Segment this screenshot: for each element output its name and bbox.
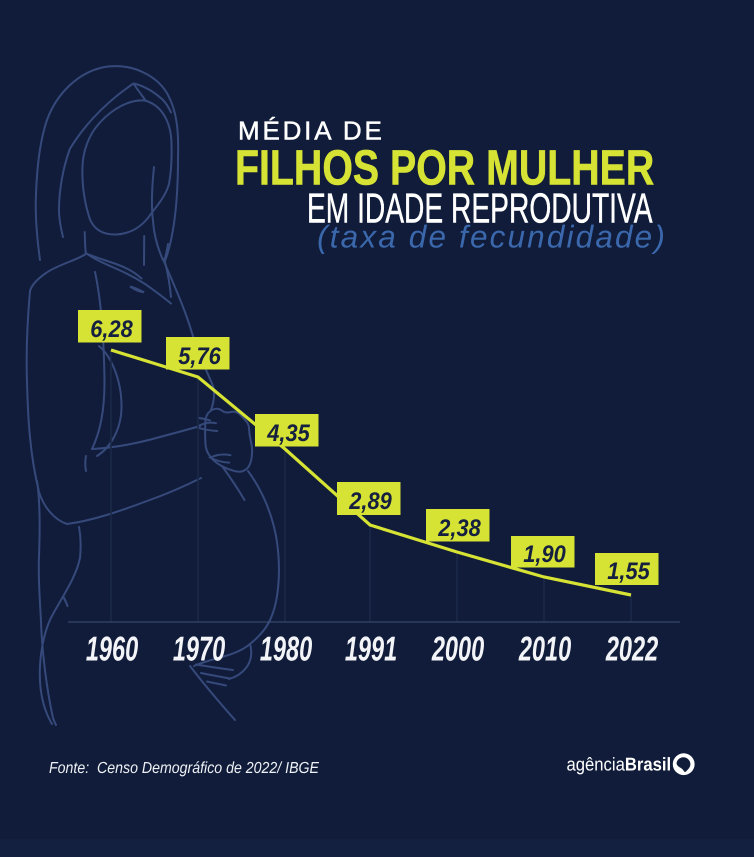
svg-text:FILHOS POR MULHER: FILHOS POR MULHER xyxy=(235,141,654,196)
svg-text:Fonte: Censo Demográfico de 2: Fonte: Censo Demográfico de 2022/ IBGE xyxy=(49,760,319,777)
svg-text:5,76: 5,76 xyxy=(178,343,221,370)
svg-text:2010: 2010 xyxy=(518,631,571,669)
svg-text:agênciaBrasil: agênciaBrasil xyxy=(567,754,672,775)
svg-text:2,38: 2,38 xyxy=(437,515,481,542)
svg-text:1,90: 1,90 xyxy=(523,541,566,568)
svg-text:6,28: 6,28 xyxy=(90,316,133,343)
svg-text:4,35: 4,35 xyxy=(266,420,310,447)
svg-text:(taxa de fecundidade): (taxa de fecundidade) xyxy=(317,219,667,255)
svg-text:MÉDIA DE: MÉDIA DE xyxy=(238,116,385,146)
svg-text:2022: 2022 xyxy=(605,631,658,669)
svg-text:1991: 1991 xyxy=(345,631,397,669)
svg-text:EM IDADE REPRODUTIVA: EM IDADE REPRODUTIVA xyxy=(307,185,653,232)
svg-text:1960: 1960 xyxy=(86,631,138,669)
svg-text:1980: 1980 xyxy=(260,631,312,669)
svg-text:2000: 2000 xyxy=(431,631,484,669)
svg-text:2,89: 2,89 xyxy=(348,488,392,515)
svg-text:1,55: 1,55 xyxy=(607,558,650,585)
svg-text:1970: 1970 xyxy=(173,631,225,669)
